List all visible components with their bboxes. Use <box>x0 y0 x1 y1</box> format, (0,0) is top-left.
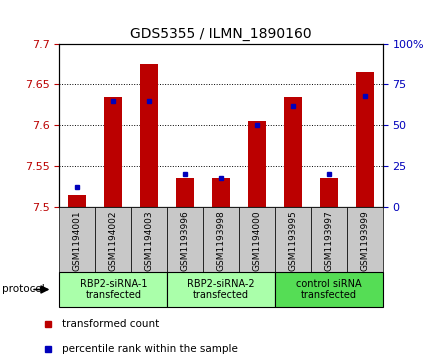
Text: protocol: protocol <box>2 285 45 294</box>
Bar <box>59 207 95 272</box>
Text: GSM1193995: GSM1193995 <box>289 210 297 271</box>
Bar <box>203 207 239 272</box>
Text: GSM1194002: GSM1194002 <box>109 210 118 271</box>
Bar <box>239 207 275 272</box>
Text: GSM1193996: GSM1193996 <box>181 210 190 271</box>
Bar <box>59 272 167 307</box>
Text: GSM1193998: GSM1193998 <box>216 210 226 271</box>
Text: RBP2-siRNA-2
transfected: RBP2-siRNA-2 transfected <box>187 279 255 300</box>
Text: percentile rank within the sample: percentile rank within the sample <box>62 344 238 354</box>
Bar <box>311 207 347 272</box>
Bar <box>68 195 86 207</box>
Bar <box>284 97 302 207</box>
Bar <box>248 121 266 207</box>
Text: transformed count: transformed count <box>62 319 159 329</box>
Text: GSM1193999: GSM1193999 <box>360 210 369 271</box>
Bar <box>347 207 383 272</box>
Text: GSM1194000: GSM1194000 <box>253 210 261 271</box>
Bar <box>356 72 374 207</box>
Bar <box>320 178 338 207</box>
Bar <box>140 64 158 207</box>
Text: GSM1194003: GSM1194003 <box>145 210 154 271</box>
Bar <box>176 178 194 207</box>
Bar <box>167 207 203 272</box>
Text: GSM1193997: GSM1193997 <box>324 210 334 271</box>
Bar <box>104 97 122 207</box>
Bar <box>131 207 167 272</box>
Title: GDS5355 / ILMN_1890160: GDS5355 / ILMN_1890160 <box>130 27 312 41</box>
Bar <box>275 207 311 272</box>
Bar <box>95 207 131 272</box>
Bar <box>167 272 275 307</box>
Bar <box>275 272 383 307</box>
Text: RBP2-siRNA-1
transfected: RBP2-siRNA-1 transfected <box>80 279 147 300</box>
Bar <box>212 178 230 207</box>
Text: GSM1194001: GSM1194001 <box>73 210 82 271</box>
Text: control siRNA
transfected: control siRNA transfected <box>296 279 362 300</box>
